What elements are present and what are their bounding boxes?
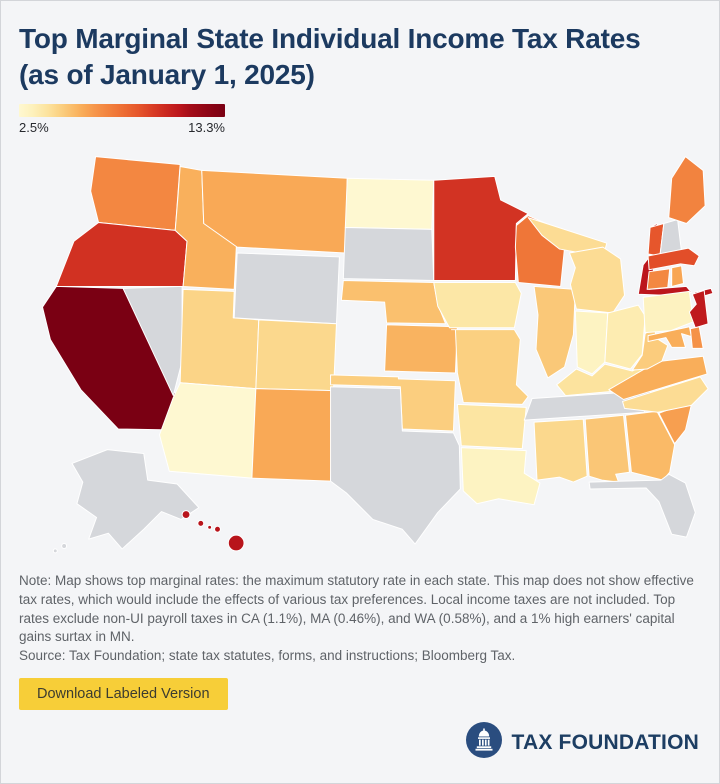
state-MS[interactable] [533, 418, 588, 483]
state-NM[interactable] [251, 388, 334, 482]
state-HI[interactable] [197, 520, 205, 527]
state-PA[interactable] [642, 290, 694, 334]
state-KS[interactable] [384, 324, 458, 374]
state-CO[interactable] [255, 319, 337, 392]
legend-gradient-bar [19, 104, 225, 118]
state-AK[interactable] [71, 449, 200, 550]
state-NC[interactable] [622, 376, 709, 413]
state-FL[interactable] [588, 473, 696, 538]
tax-foundation-logo-icon [466, 722, 503, 763]
state-HI[interactable] [207, 524, 213, 530]
state-IA[interactable] [433, 282, 522, 329]
state-AK[interactable] [52, 548, 58, 554]
source-text: Source: Tax Foundation; state tax statut… [19, 648, 516, 664]
state-MN[interactable] [433, 175, 529, 282]
state-MA[interactable] [647, 247, 700, 271]
legend-max-label: 13.3% [188, 120, 225, 136]
state-WA[interactable] [90, 156, 181, 231]
footnotes: Note: Map shows top marginal rates: the … [19, 572, 701, 666]
state-RI[interactable] [671, 265, 684, 288]
legend-min-label: 2.5% [19, 120, 49, 136]
state-ND[interactable] [344, 177, 435, 230]
state-HI[interactable] [214, 525, 221, 533]
state-MO[interactable] [450, 329, 529, 405]
state-CT[interactable] [646, 268, 671, 290]
state-IN[interactable] [574, 310, 609, 375]
state-OK[interactable] [330, 374, 456, 432]
state-MI[interactable] [568, 246, 626, 314]
state-AL[interactable] [584, 414, 630, 483]
note-text: Note: Map shows top marginal rates: the … [19, 572, 694, 645]
state-SD[interactable] [342, 227, 435, 282]
state-NE[interactable] [340, 280, 447, 325]
state-MT[interactable] [201, 170, 348, 254]
state-DE[interactable] [689, 326, 704, 349]
state-AZ[interactable] [159, 382, 257, 479]
state-AR[interactable] [456, 404, 527, 450]
brand-footer: TAX FOUNDATION [19, 722, 701, 763]
state-OR[interactable] [55, 222, 188, 288]
state-IL[interactable] [533, 286, 576, 379]
brand-name: TAX FOUNDATION [511, 730, 699, 754]
color-legend: 2.5% 13.3% [19, 104, 225, 135]
state-TN[interactable] [523, 390, 652, 421]
state-TX[interactable] [330, 386, 461, 545]
download-labeled-version-button[interactable]: Download Labeled Version [19, 678, 228, 711]
state-LA[interactable] [460, 447, 541, 506]
page-title: Top Marginal State Individual Income Tax… [19, 23, 641, 90]
us-choropleth-map [13, 137, 713, 566]
state-WY[interactable] [233, 252, 340, 325]
state-AK[interactable] [61, 543, 68, 550]
state-ME[interactable] [668, 156, 706, 225]
state-HI[interactable] [227, 534, 245, 552]
state-HI[interactable] [181, 510, 191, 520]
